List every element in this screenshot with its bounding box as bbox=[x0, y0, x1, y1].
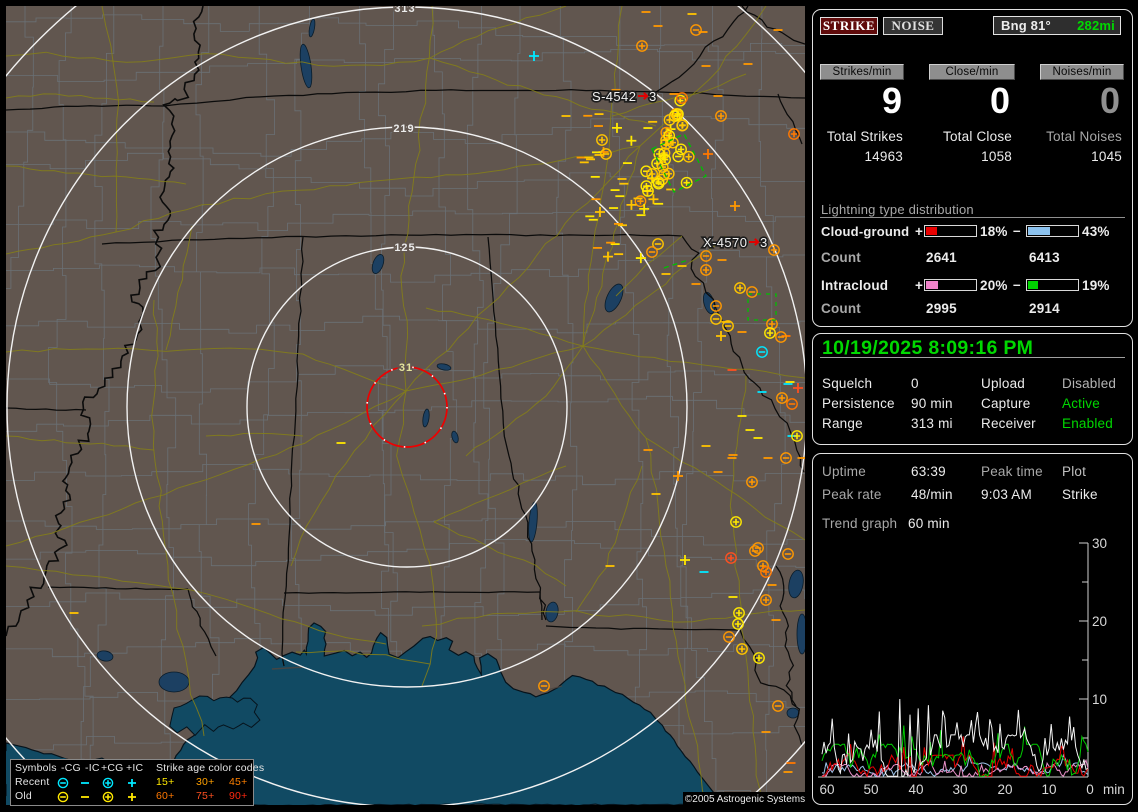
svg-text:20: 20 bbox=[997, 782, 1012, 797]
svg-text:min: min bbox=[1103, 782, 1125, 797]
svg-text:3: 3 bbox=[649, 89, 656, 104]
svg-text:20: 20 bbox=[1092, 614, 1107, 629]
svg-text:60: 60 bbox=[819, 782, 834, 797]
svg-text:S-4542: S-4542 bbox=[592, 89, 636, 104]
svg-text:40: 40 bbox=[908, 782, 923, 797]
svg-text:3: 3 bbox=[760, 235, 767, 250]
svg-text:125: 125 bbox=[394, 242, 415, 254]
svg-text:10: 10 bbox=[1092, 692, 1107, 707]
svg-text:50: 50 bbox=[863, 782, 878, 797]
svg-text:0: 0 bbox=[1086, 782, 1094, 797]
svg-text:10: 10 bbox=[1041, 782, 1056, 797]
svg-text:X-4570: X-4570 bbox=[703, 235, 747, 250]
svg-text:30: 30 bbox=[1092, 536, 1107, 551]
svg-text:30: 30 bbox=[952, 782, 967, 797]
svg-text:219: 219 bbox=[393, 123, 414, 135]
svg-text:31: 31 bbox=[399, 362, 413, 374]
svg-text:313: 313 bbox=[394, 6, 415, 15]
